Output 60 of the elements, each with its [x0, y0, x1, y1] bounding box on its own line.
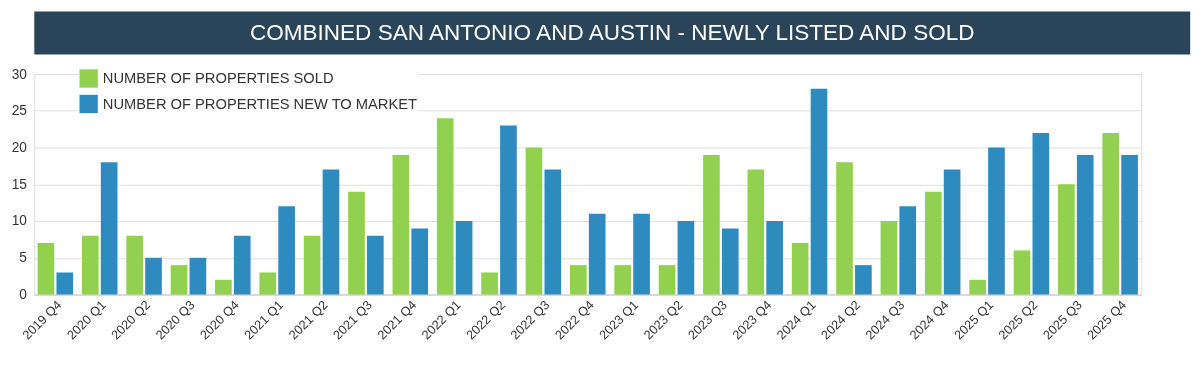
- bar: [436, 118, 454, 295]
- bar: [988, 147, 1005, 295]
- bar: [56, 272, 74, 295]
- bar: [1121, 154, 1138, 295]
- bar: [215, 279, 232, 295]
- bar: [525, 147, 543, 295]
- bar: [500, 125, 517, 295]
- bar: [747, 169, 765, 295]
- bar: [658, 265, 676, 295]
- legend-label: NUMBER OF PROPERTIES NEW TO MARKET: [102, 95, 418, 112]
- bar: [37, 243, 55, 295]
- bar: [348, 191, 365, 295]
- bar: [1102, 132, 1120, 295]
- bar: [455, 221, 473, 295]
- bar: [367, 235, 384, 295]
- y-tick-label: 30: [11, 66, 28, 82]
- bar: [633, 213, 650, 295]
- bar: [1013, 250, 1031, 295]
- bar: [677, 221, 695, 295]
- bar: [721, 228, 739, 295]
- bar: [614, 265, 632, 295]
- bar: [233, 235, 251, 295]
- bar: [1076, 154, 1094, 295]
- bar: [81, 235, 99, 295]
- bar: [943, 169, 961, 295]
- bar: [1058, 184, 1075, 295]
- bar: [278, 206, 295, 295]
- bar: [126, 235, 143, 295]
- legend-label: NUMBER OF PROPERTIES SOLD: [102, 70, 334, 87]
- bar: [880, 221, 898, 295]
- bar: [924, 191, 942, 295]
- bar: [570, 265, 587, 295]
- bar: [145, 257, 162, 295]
- bar: [1032, 132, 1050, 295]
- bar: [766, 221, 783, 295]
- y-tick-label: 15: [11, 176, 28, 192]
- bar: [481, 272, 498, 295]
- bar: [322, 169, 340, 295]
- bar: [544, 169, 562, 295]
- bar: [170, 265, 188, 295]
- y-tick-label: 0: [19, 286, 28, 302]
- bar: [703, 154, 720, 295]
- bar: [588, 213, 606, 295]
- bar: [100, 162, 118, 295]
- chart-title: COMBINED SAN ANTONIO AND AUSTIN - NEWLY LISTED AND SOLD: [250, 19, 975, 45]
- bar: [411, 228, 429, 295]
- bar: [969, 279, 986, 295]
- bar: [836, 162, 853, 295]
- bar: [303, 235, 321, 295]
- bar: [855, 265, 872, 295]
- bar: [899, 206, 917, 295]
- y-tick-label: 5: [19, 250, 28, 266]
- bar: [189, 257, 207, 295]
- bar: [810, 88, 828, 295]
- y-tick-label: 25: [11, 103, 28, 119]
- y-tick-label: 10: [11, 213, 28, 229]
- bar: [392, 154, 410, 295]
- y-tick-label: 20: [11, 139, 28, 155]
- bar: [791, 243, 809, 295]
- bar: [259, 272, 277, 295]
